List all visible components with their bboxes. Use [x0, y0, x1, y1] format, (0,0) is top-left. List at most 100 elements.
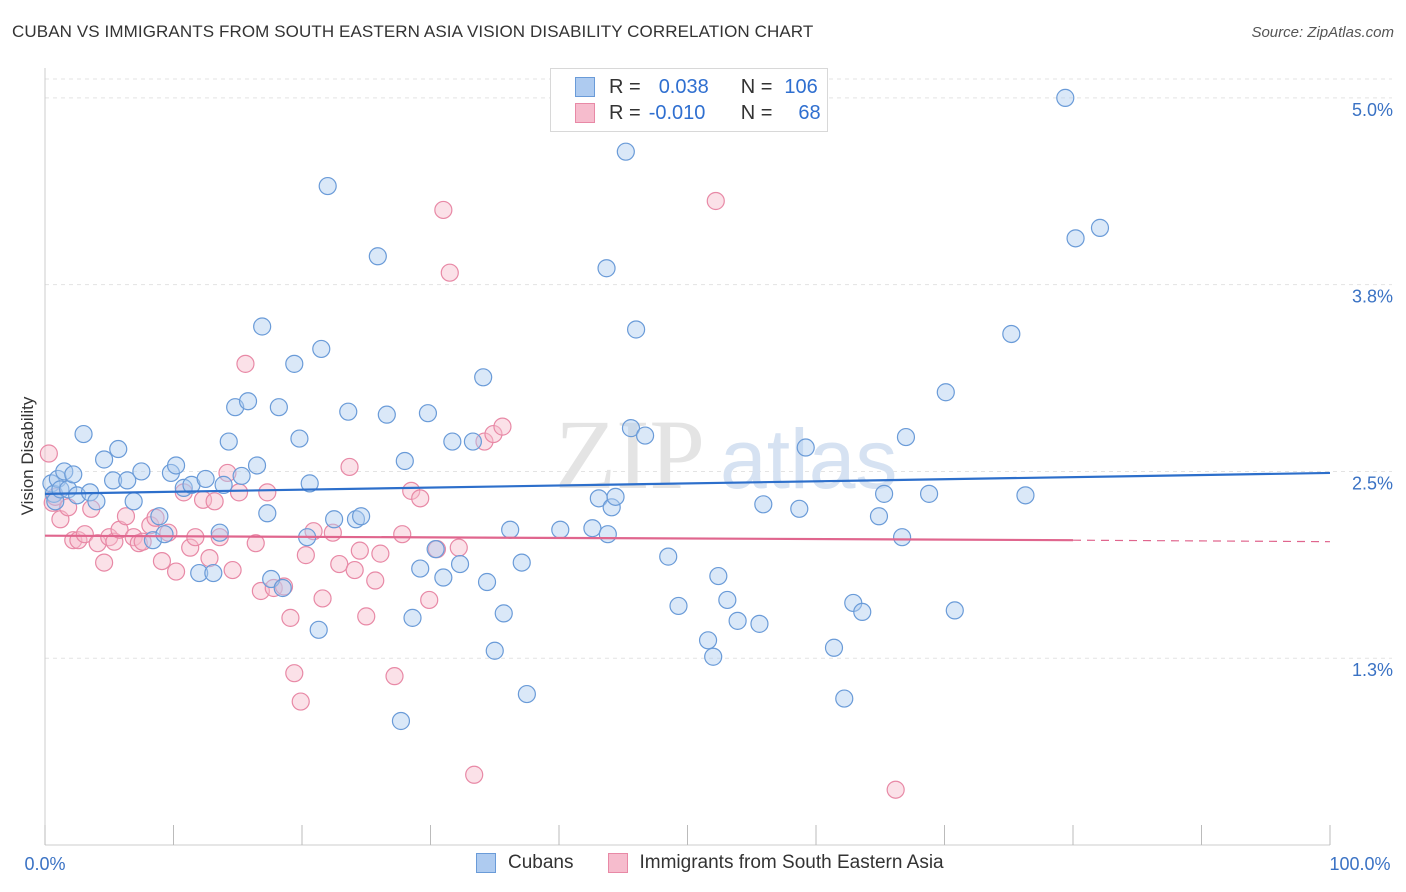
cuban-point	[477, 572, 497, 592]
cuban-point	[426, 540, 445, 559]
cuban-point	[1066, 229, 1085, 248]
cuban-point	[95, 450, 114, 469]
cuban-point	[704, 647, 723, 666]
sea-point	[281, 608, 300, 627]
cuban-point	[869, 507, 889, 526]
cuban-point	[919, 484, 939, 503]
cuban-point	[339, 402, 358, 421]
sea-point	[886, 780, 905, 799]
sea-point	[493, 417, 512, 436]
cuban-point	[253, 317, 272, 336]
cuban-point	[312, 339, 331, 359]
cuban-point	[132, 462, 151, 481]
cubans-swatch-icon	[575, 77, 595, 97]
sea-point	[449, 538, 468, 557]
legend-row-sea: R = -0.010 N = 68	[575, 100, 821, 126]
cuban-point	[875, 484, 894, 503]
cuban-point	[709, 566, 728, 586]
sea-point	[95, 553, 114, 572]
sea-point	[385, 667, 404, 686]
sea-trend-line	[44, 534, 1074, 542]
legend-label-cubans: Cubans	[508, 852, 574, 873]
y-tick-label: 2.5%	[1352, 473, 1393, 493]
sea-point	[357, 607, 376, 626]
cuban-point	[602, 498, 621, 517]
cuban-point	[583, 519, 602, 538]
cuban-point	[896, 427, 916, 447]
sea-point	[246, 534, 265, 553]
cuban-point	[238, 392, 258, 411]
cuban-point	[368, 247, 387, 266]
cuban-point	[790, 499, 809, 518]
sea-trend-line-extension	[1072, 539, 1331, 543]
cuban-point	[796, 438, 815, 457]
cuban-point	[1090, 218, 1110, 237]
cuban-point	[155, 525, 174, 544]
cuban-point	[728, 611, 747, 630]
sea-point	[440, 263, 459, 282]
y-tick-label: 3.8%	[1352, 287, 1393, 307]
cuban-point	[219, 432, 238, 451]
sea-n-label: N =	[740, 101, 773, 124]
cuban-point	[290, 429, 309, 448]
cuban-point	[196, 469, 215, 489]
cuban-point	[835, 689, 854, 708]
cuban-point	[853, 602, 872, 622]
sea-point	[420, 590, 439, 610]
y-tick-labels: 1.3% 2.5% 3.8% 5.0%	[1352, 100, 1393, 680]
cuban-point	[273, 578, 292, 598]
sea-point	[75, 525, 94, 544]
cuban-point	[232, 466, 251, 486]
cuban-point	[109, 439, 128, 459]
y-axis-title: Vision Disability	[18, 396, 37, 515]
sea-point	[291, 692, 310, 711]
sea-point	[105, 532, 124, 551]
cuban-point	[377, 405, 396, 424]
cuban-point	[1056, 88, 1075, 107]
cuban-point	[824, 638, 844, 657]
cuban-point	[551, 520, 570, 539]
sea-point	[205, 492, 224, 511]
legend-label-sea: Immigrants from South Eastern Asia	[639, 852, 944, 873]
sea-r-label: R =	[609, 101, 641, 124]
cuban-point	[892, 528, 912, 547]
sea-point	[706, 191, 725, 211]
cuban-point	[512, 553, 531, 572]
cuban-point	[210, 523, 229, 542]
sea-point	[229, 483, 249, 502]
cuban-point	[285, 354, 304, 373]
cuban-point	[659, 547, 678, 566]
sea-point	[340, 457, 359, 477]
x-tick-label-min: 0.0%	[24, 854, 65, 874]
sea-point	[223, 560, 242, 580]
cuban-point	[411, 559, 430, 578]
cuban-point	[395, 451, 414, 471]
sea-point	[181, 538, 200, 557]
cuban-point	[300, 474, 319, 493]
legend-item-cubans: Cubans	[476, 852, 574, 874]
sea-point	[166, 562, 186, 581]
cuban-point	[346, 510, 366, 529]
sea-point	[465, 765, 484, 784]
cuban-point	[718, 590, 737, 610]
chart-title: CUBAN VS IMMIGRANTS FROM SOUTH EASTERN A…	[12, 22, 814, 41]
cuban-point	[1016, 486, 1035, 505]
sea-point	[366, 571, 385, 590]
cuban-point	[214, 475, 233, 494]
cuban-point	[247, 456, 267, 475]
trend-lines	[44, 471, 1331, 543]
cuban-point	[104, 471, 123, 490]
sea-point	[285, 664, 304, 683]
cuban-point	[269, 398, 288, 417]
sea-r-value: -0.010	[648, 101, 706, 124]
cuban-point	[494, 604, 513, 623]
cuban-point	[754, 495, 773, 514]
cuban-point	[606, 487, 625, 506]
sea-point	[313, 589, 332, 608]
cuban-point	[669, 596, 688, 616]
sea-point	[39, 444, 58, 463]
cubans-n-label: N =	[740, 75, 773, 98]
cuban-point	[352, 507, 371, 526]
cuban-point	[87, 492, 106, 511]
